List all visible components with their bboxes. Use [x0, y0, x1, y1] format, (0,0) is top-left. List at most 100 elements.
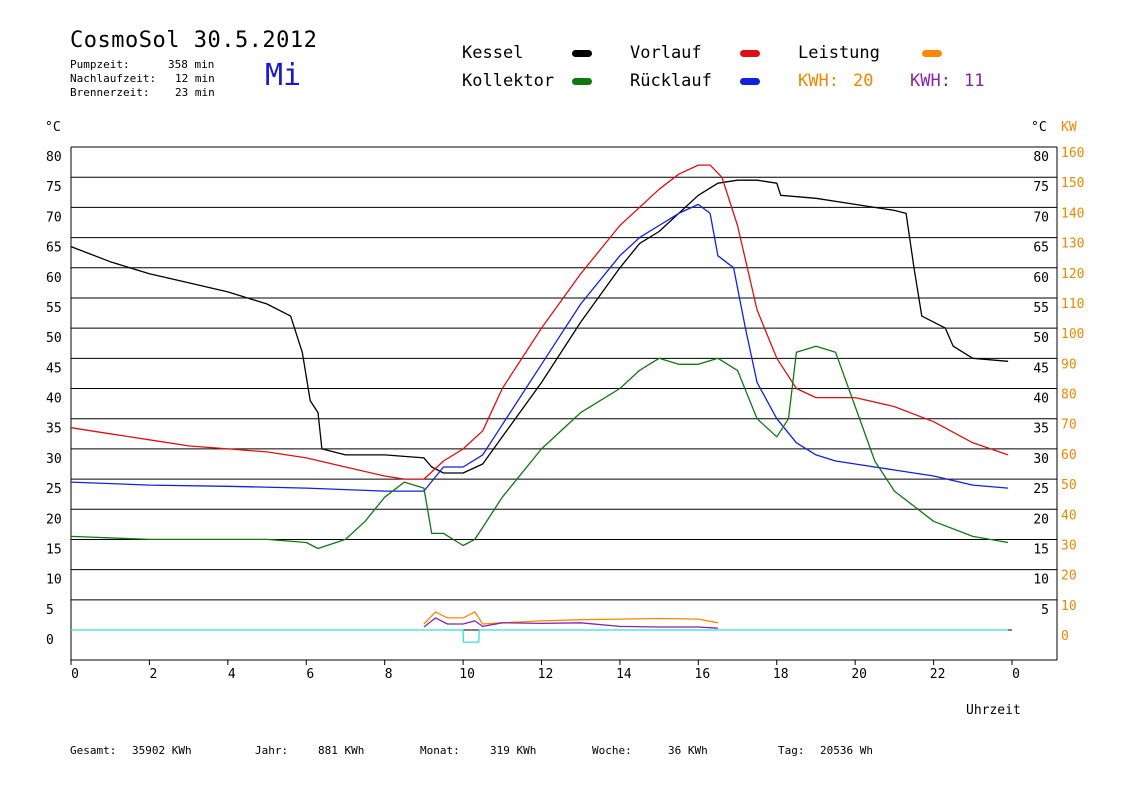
x-tick-label: 8: [385, 667, 393, 682]
y-unit-right: °C: [1031, 120, 1047, 135]
y-tick-label-right: 25: [1033, 482, 1049, 497]
footer-label: Woche:: [592, 744, 632, 757]
y-tick-label-left: 30: [46, 452, 62, 467]
footer-value: 20536 Wh: [820, 744, 873, 757]
y2-tick-label: 50: [1061, 478, 1077, 493]
y-tick-label-right: 5: [1041, 603, 1049, 618]
y2-tick-label: 140: [1061, 206, 1084, 221]
y-tick-label-left: 60: [46, 271, 62, 286]
footer-label: Gesamt:: [70, 744, 117, 757]
x-tick-label: 4: [228, 667, 236, 682]
y-tick-label-left: 5: [46, 603, 54, 618]
y-tick-label-right: 75: [1033, 180, 1049, 195]
y-tick-label-left: 80: [46, 150, 62, 165]
stat-label: Nachlaufzeit:: [70, 72, 157, 85]
y2-tick-label: 100: [1061, 327, 1084, 342]
y2-tick-label: 160: [1061, 146, 1084, 161]
x-tick-label: 18: [773, 667, 789, 682]
y-tick-label-right: 10: [1033, 573, 1049, 588]
y2-tick-label: 110: [1061, 297, 1084, 312]
x-tick-label: 0: [1012, 667, 1020, 682]
y2-unit: KW: [1061, 120, 1077, 135]
y-tick-label-left: 35: [46, 422, 62, 437]
series-line-kollektor: [70, 345, 1009, 550]
stat-value: 358 min: [168, 58, 215, 71]
legend-swatch-leistung: [922, 50, 942, 57]
y2-tick-label: 70: [1061, 418, 1077, 433]
x-axis-label: Uhrzeit: [966, 703, 1021, 718]
legend-kwh-value: 20: [853, 71, 874, 91]
y2-tick-label: 90: [1061, 357, 1077, 372]
y-tick-label-left: 0: [46, 633, 54, 648]
x-tick-label: 0: [71, 667, 79, 682]
y-tick-label-left: 15: [46, 542, 62, 557]
x-tick-label: 14: [616, 667, 632, 682]
legend-kwh-value: 11: [964, 71, 985, 91]
stat-label: Pumpzeit:: [70, 58, 130, 71]
y-tick-label-left: 40: [46, 392, 62, 407]
y2-tick-label: 40: [1061, 508, 1077, 523]
axes: [70, 147, 1058, 665]
legend-swatch-kollektor: [572, 78, 592, 85]
footer-label: Monat:: [420, 744, 460, 757]
legend-label-kessel: Kessel: [462, 43, 524, 63]
footer-value: 35902 KWh: [132, 744, 192, 757]
y2-tick-label: 30: [1061, 538, 1077, 553]
legend-kwh-label: KWH:: [798, 71, 839, 91]
footer-label: Tag:: [778, 744, 805, 757]
footer-label: Jahr:: [255, 744, 289, 757]
series-line-vorlauf: [70, 164, 1009, 480]
x-tick-label: 10: [459, 667, 475, 682]
y2-tick-label: 120: [1061, 267, 1084, 282]
y-tick-label-right: 40: [1033, 392, 1049, 407]
y2-tick-label: 130: [1061, 237, 1084, 252]
y-tick-label-right: 80: [1033, 150, 1049, 165]
x-tick-label: 22: [930, 667, 946, 682]
y-tick-label-right: 30: [1033, 452, 1049, 467]
series-line-kessel: [70, 179, 1009, 474]
y-tick-label-left: 10: [46, 573, 62, 588]
y-tick-label-left: 75: [46, 180, 62, 195]
legend-label-leistung: Leistung: [798, 43, 880, 63]
legend-swatch-vorlauf: [740, 50, 760, 57]
x-tick-label: 6: [306, 667, 314, 682]
y-unit-left: °C: [45, 120, 61, 135]
y-tick-label-right: 20: [1033, 512, 1049, 527]
series-line-leistung-2: [423, 617, 718, 629]
y-tick-label-left: 70: [46, 210, 62, 225]
y-tick-label-right: 65: [1033, 241, 1049, 256]
series-lines: [70, 164, 1009, 643]
legend-label-vorlauf: Vorlauf: [630, 43, 702, 63]
y-tick-label-left: 65: [46, 241, 62, 256]
legend-label-ruecklauf: Rücklauf: [630, 71, 712, 91]
y2-tick-label: 10: [1061, 599, 1077, 614]
y-tick-label-left: 45: [46, 361, 62, 376]
y2-tick-label: 20: [1061, 569, 1077, 584]
x-tick-label: 2: [150, 667, 158, 682]
series-line-pumpe: [71, 629, 1009, 643]
footer-value: 36 KWh: [668, 744, 708, 757]
y-tick-label-right: 55: [1033, 301, 1049, 316]
y2-tick-label: 150: [1061, 176, 1084, 191]
y-tick-label-right: 70: [1033, 210, 1049, 225]
footer-value: 881 KWh: [318, 744, 365, 757]
y-tick-label-right: 60: [1033, 271, 1049, 286]
legend-swatch-kessel: [572, 50, 592, 57]
y-tick-label-right: 50: [1033, 331, 1049, 346]
grid-lines: [71, 146, 1057, 631]
x-tick-label: 12: [538, 667, 554, 682]
y-tick-label-right: 15: [1033, 542, 1049, 557]
chart-title: CosmoSol 30.5.2012: [70, 28, 318, 53]
y-tick-label-left: 25: [46, 482, 62, 497]
footer-value: 319 KWh: [490, 744, 537, 757]
y-tick-label-right: 45: [1033, 361, 1049, 376]
y2-tick-label: 80: [1061, 388, 1077, 403]
y-tick-label-left: 50: [46, 331, 62, 346]
legend-label-kollektor: Kollektor: [462, 71, 555, 91]
y-tick-label-left: 20: [46, 512, 62, 527]
stat-label: Brennerzeit:: [70, 86, 150, 99]
stat-value: 12 min: [175, 72, 215, 85]
y2-tick-label: 0: [1061, 629, 1069, 644]
y2-tick-label: 60: [1061, 448, 1077, 463]
